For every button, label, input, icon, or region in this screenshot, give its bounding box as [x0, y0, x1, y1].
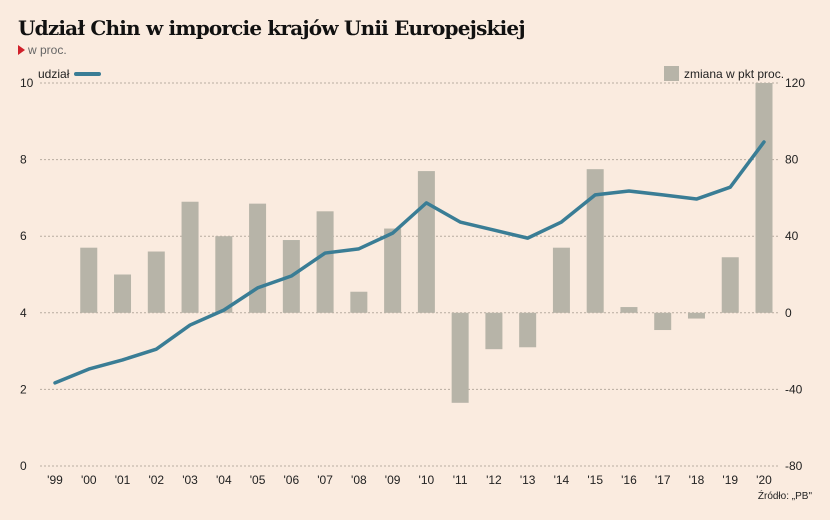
subtitle-text: w proc. — [28, 43, 67, 57]
bar — [215, 236, 233, 313]
right-tick-label: 40 — [785, 229, 799, 243]
bar — [417, 171, 435, 313]
chart-title: Udział Chin w imporcie krajów Unii Europ… — [18, 16, 526, 40]
right-tick-label: -40 — [785, 382, 803, 396]
x-tick-label: '17 — [655, 473, 671, 487]
legend-label-udzial: udział — [38, 67, 70, 81]
bar — [80, 247, 98, 313]
right-tick-label: 120 — [785, 76, 805, 90]
x-tick-label: '15 — [587, 473, 603, 487]
right-tick-label: -80 — [785, 459, 803, 473]
x-tick-label: '02 — [148, 473, 164, 487]
x-tick-label: '20 — [756, 473, 772, 487]
bar — [350, 291, 368, 313]
x-tick-label: '12 — [486, 473, 502, 487]
x-tick-label: '14 — [554, 473, 570, 487]
bar — [519, 312, 537, 348]
x-tick-label: '04 — [216, 473, 232, 487]
x-tick-label: '10 — [419, 473, 435, 487]
legend-swatch-zmiana — [664, 66, 679, 81]
x-tick-label: '19 — [722, 473, 738, 487]
x-tick-label: '05 — [250, 473, 266, 487]
bar — [451, 312, 469, 403]
source-note: Źródło: „PB" — [758, 489, 813, 502]
x-tick-label: '18 — [689, 473, 705, 487]
left-tick-label: 0 — [20, 459, 27, 473]
bar — [552, 247, 570, 313]
series-line-udzial — [53, 140, 766, 385]
left-tick-label: 2 — [20, 382, 27, 396]
bar — [114, 274, 132, 313]
bar — [687, 312, 705, 319]
bar — [181, 201, 199, 313]
x-tick-label: '13 — [520, 473, 536, 487]
x-tick-label: '09 — [385, 473, 401, 487]
bar — [249, 203, 267, 313]
left-tick-label: 6 — [20, 229, 27, 243]
bar — [620, 307, 638, 313]
legend-label-zmiana: zmiana w pkt proc. — [684, 67, 784, 81]
bar — [755, 83, 773, 313]
right-tick-label: 0 — [785, 306, 792, 320]
bar — [384, 228, 402, 313]
right-tick-label: 80 — [785, 153, 799, 167]
x-tick-label: '08 — [351, 473, 367, 487]
x-tick-label: '00 — [81, 473, 97, 487]
bar — [485, 312, 503, 350]
x-tick-label: '16 — [621, 473, 637, 487]
bar — [316, 211, 334, 313]
x-tick-label: '01 — [115, 473, 131, 487]
bar — [721, 257, 739, 313]
bar — [654, 312, 672, 331]
x-tick-label: '06 — [284, 473, 300, 487]
chart-subtitle: w proc. — [18, 43, 67, 57]
left-tick-label: 8 — [20, 153, 27, 167]
left-tick-label: 4 — [20, 306, 27, 320]
x-tick-label: '07 — [317, 473, 333, 487]
left-tick-label: 10 — [20, 76, 34, 90]
x-tick-label: '03 — [182, 473, 198, 487]
triangle-marker-icon — [18, 45, 25, 55]
x-tick-label: '11 — [453, 473, 468, 487]
x-tick-label: '99 — [47, 473, 63, 487]
bar — [147, 251, 165, 313]
bar — [586, 169, 604, 313]
